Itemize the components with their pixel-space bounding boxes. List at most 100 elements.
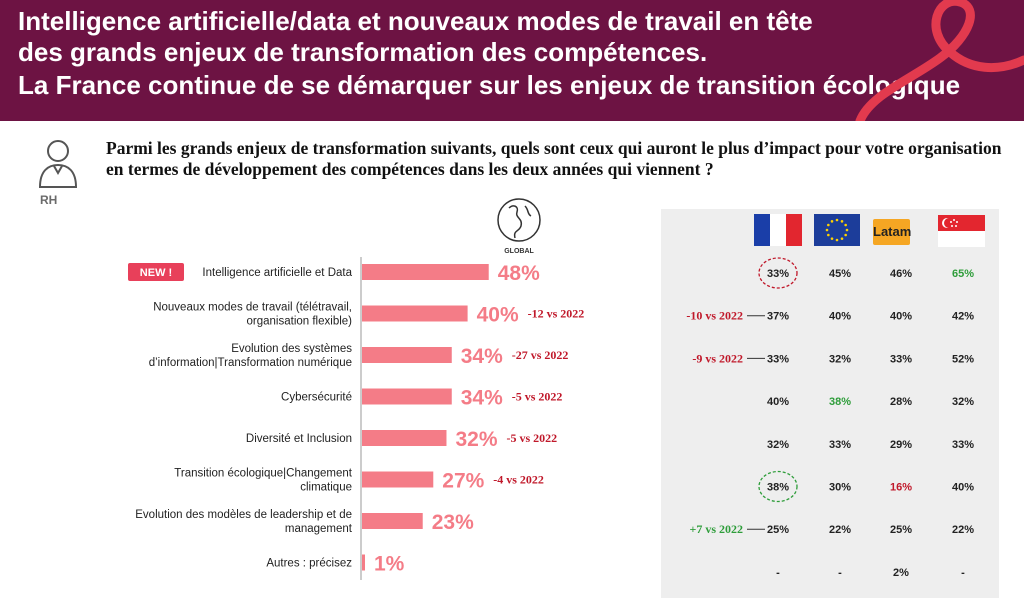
- delta-label: -5 vs 2022: [506, 431, 557, 445]
- data-label: 27%: [442, 470, 484, 493]
- eu-star: [840, 237, 844, 240]
- category-label: Cybersécurité: [281, 392, 352, 404]
- table-cell-eu: 30%: [829, 482, 851, 494]
- table-cell-eu: -: [838, 567, 842, 579]
- fr-delta-label: -10 vs 2022: [686, 309, 743, 323]
- globe-label: GLOBAL: [504, 248, 534, 255]
- bar: [362, 305, 468, 322]
- page-title-line-2: des grands enjeux de transformation des …: [18, 37, 708, 67]
- fr-delta-label: +7 vs 2022: [689, 522, 743, 536]
- eu-star: [827, 233, 830, 237]
- data-label: 23%: [432, 511, 474, 534]
- table-cell-fr: 25%: [767, 524, 789, 536]
- category-label: Autres : précisez: [266, 558, 352, 570]
- ribbon-decoration-icon: [855, 0, 1024, 121]
- data-label: 34%: [461, 345, 503, 368]
- table-cell-sg: 33%: [952, 439, 974, 451]
- page-title-line-3: La France continue de se démarquer sur l…: [18, 70, 961, 100]
- country-comparison-panel: [661, 209, 999, 598]
- category-label: management: [285, 523, 353, 535]
- data-label: 32%: [455, 428, 497, 451]
- respondent-label: RH: [40, 193, 58, 207]
- bar-chart: Intelligence artificielle et Data 48% Nouv…: [128, 257, 585, 580]
- category-label: Nouveaux modes de travail (télétravail,: [153, 302, 352, 314]
- table-cell-eu: 45%: [829, 268, 851, 280]
- category-label: Diversité et Inclusion: [246, 433, 352, 445]
- delta-label: -12 vs 2022: [528, 307, 585, 321]
- eu-star: [830, 220, 834, 223]
- table-cell-latam: 40%: [890, 311, 912, 323]
- bar: [362, 554, 365, 571]
- category-label: climatique: [300, 482, 352, 494]
- table-cell-fr: 32%: [767, 439, 789, 451]
- table-cell-latam: 46%: [890, 268, 912, 280]
- bar: [362, 471, 434, 488]
- table-cell-sg: 52%: [952, 353, 974, 365]
- table-cell-eu: 22%: [829, 524, 851, 536]
- table-cell-latam: 28%: [890, 396, 912, 408]
- header-banner: Intelligence artificielle/data et nouvea…: [0, 0, 1024, 121]
- category-label: d’information|Transformation numérique: [149, 357, 352, 369]
- category-label: organisation flexible): [247, 316, 353, 328]
- question-text: Parmi les grands enjeux de transformatio…: [106, 138, 1002, 179]
- table-cell-fr: 40%: [767, 396, 789, 408]
- eu-star: [827, 223, 830, 227]
- delta-label: -27 vs 2022: [512, 348, 569, 362]
- table-cell-fr: 38%: [767, 482, 789, 494]
- table-cell-eu: 32%: [829, 353, 851, 365]
- person-icon: [38, 140, 78, 188]
- eu-star: [845, 228, 849, 232]
- table-cell-latam: 33%: [890, 353, 912, 365]
- table-cell-sg: 40%: [952, 482, 974, 494]
- bar: [362, 513, 423, 529]
- new-badge-label: NEW !: [140, 267, 172, 279]
- data-label: 40%: [477, 304, 519, 327]
- globe-icon: GLOBAL: [497, 198, 541, 255]
- delta-label: -5 vs 2022: [512, 390, 563, 404]
- category-label: Evolution des systèmes: [231, 343, 352, 355]
- table-cell-eu: 40%: [829, 311, 851, 323]
- eu-star: [844, 233, 847, 237]
- eu-star: [844, 223, 847, 227]
- eu-star: [825, 228, 829, 232]
- data-label: 1%: [374, 553, 405, 576]
- table-cell-eu: 38%: [829, 396, 851, 408]
- eu-flag: [814, 214, 860, 246]
- table-cell-eu: 33%: [829, 439, 851, 451]
- data-label: 48%: [498, 262, 540, 285]
- country-table: 33% 45% 46% 65% 37% 40% 40% 42% -10 vs 2022 33% 32…: [686, 257, 974, 579]
- category-label: Intelligence artificielle et Data: [202, 267, 352, 279]
- delta-label: -4 vs 2022: [493, 473, 544, 487]
- eu-star: [835, 238, 839, 242]
- table-cell-sg: 42%: [952, 311, 974, 323]
- page-title-line-1: Intelligence artificielle/data et nouvea…: [18, 6, 813, 36]
- eu-star: [830, 237, 834, 240]
- bar: [362, 388, 452, 405]
- table-cell-latam: 2%: [893, 567, 909, 579]
- bar: [362, 264, 489, 280]
- fr-delta-label: -9 vs 2022: [692, 351, 743, 365]
- table-cell-sg: -: [961, 567, 965, 579]
- bar: [362, 347, 452, 363]
- table-cell-fr: 33%: [767, 268, 789, 280]
- category-label: Transition écologique|Changement: [174, 468, 353, 480]
- france-flag: [754, 214, 802, 246]
- new-badge: [128, 263, 184, 281]
- table-cell-latam: 25%: [890, 524, 912, 536]
- table-cell-sg: 32%: [952, 396, 974, 408]
- singapore-flag: [938, 215, 985, 247]
- table-cell-fr: 37%: [767, 311, 789, 323]
- table-cell-fr: -: [776, 567, 780, 579]
- eu-star: [840, 220, 844, 223]
- table-cell-latam: 16%: [890, 482, 912, 494]
- eu-star: [835, 218, 839, 222]
- latam-label: Latam: [873, 219, 911, 245]
- table-cell-sg: 22%: [952, 524, 974, 536]
- data-label: 34%: [461, 387, 503, 410]
- highlight-circle: [758, 257, 798, 289]
- category-label: Evolution des modèles de leadership et d…: [135, 509, 352, 521]
- highlight-circle: [758, 470, 798, 503]
- table-cell-fr: 33%: [767, 353, 789, 365]
- table-cell-sg: 65%: [952, 268, 974, 280]
- bar: [362, 430, 447, 446]
